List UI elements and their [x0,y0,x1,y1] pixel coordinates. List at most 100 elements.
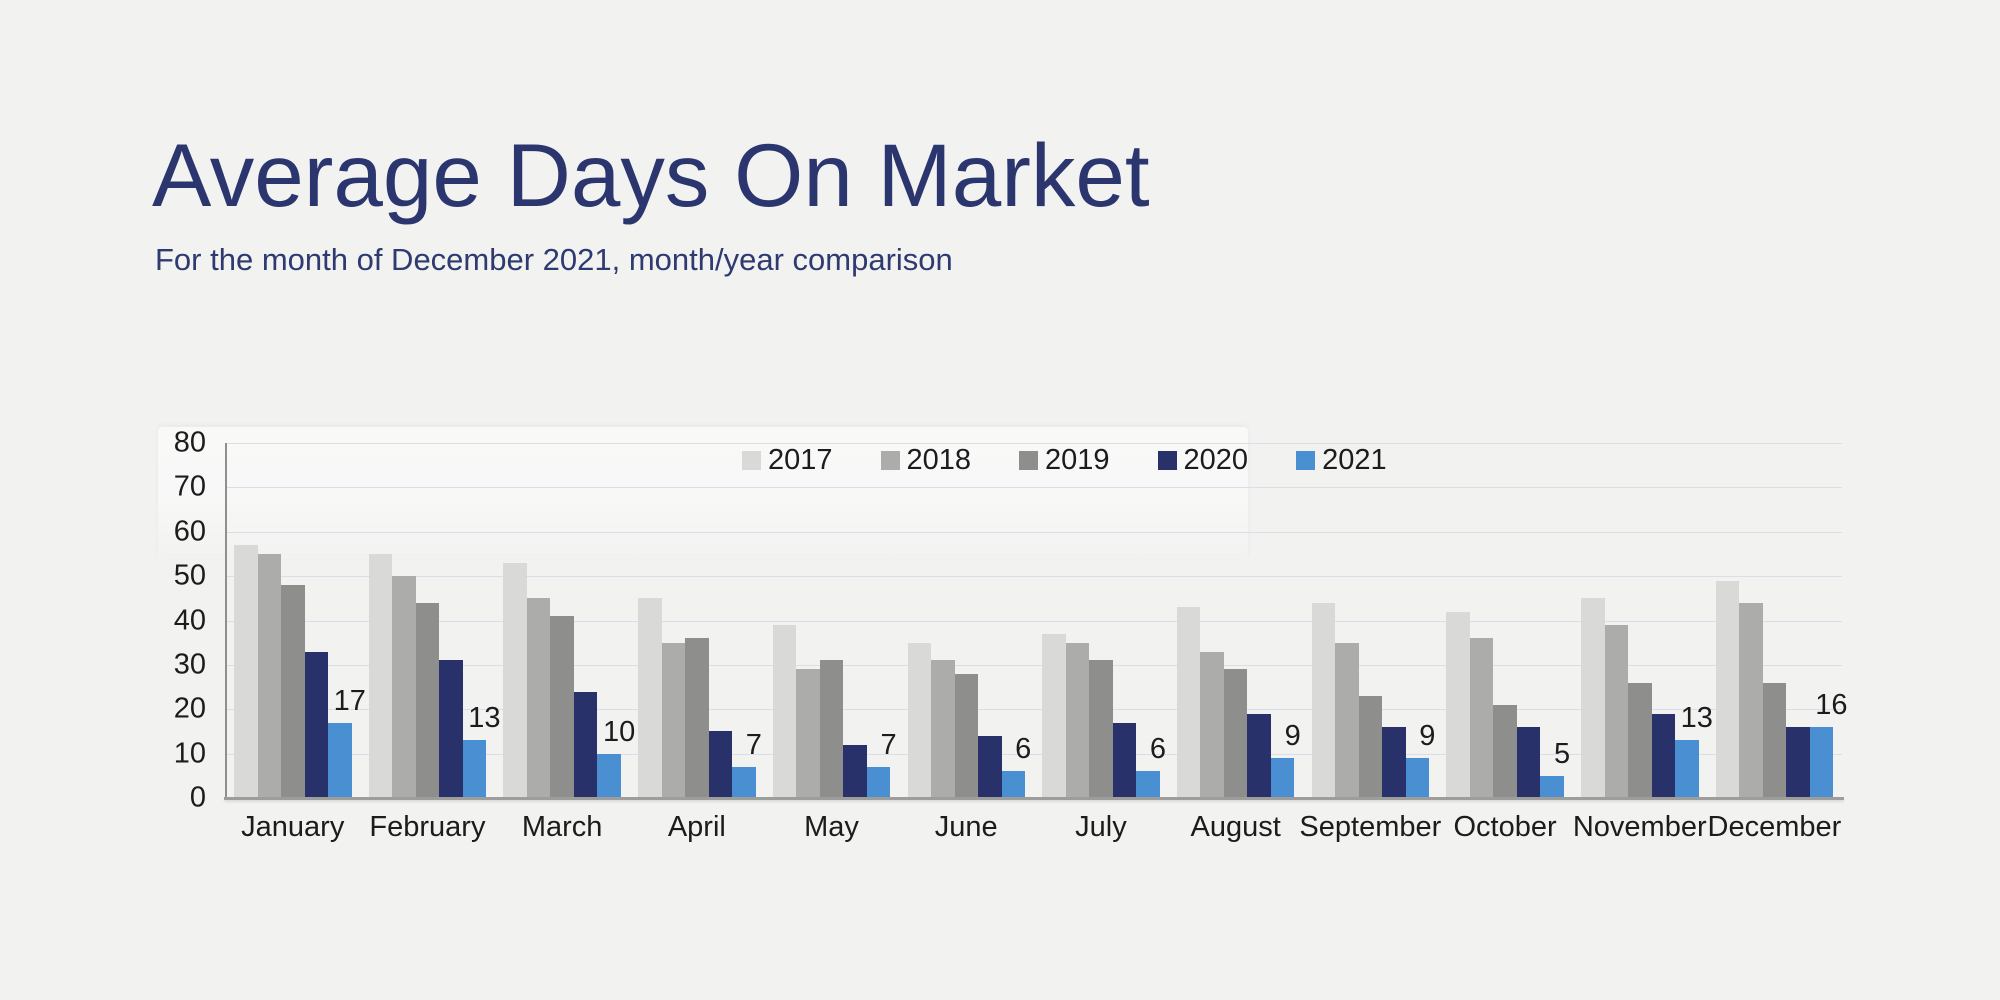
legend-swatch-2019 [1019,451,1039,470]
value-label-2021-august: 9 [1284,720,1301,753]
bar-2017-january [234,545,258,798]
bar-2017-august [1176,607,1201,798]
bar-2018-october [1469,638,1494,798]
gridline-10 [226,753,1842,755]
bar-2019-september [1358,695,1383,798]
y-axis-line [225,443,227,798]
gridline-70 [226,487,1842,489]
bar-2020-august [1247,713,1271,798]
legend: 2017 2018 2019 2020 2021 [742,446,1387,475]
month-label-january: January [241,811,345,843]
bar-2018-january [257,553,281,798]
page-subtitle: For the month of December 2021, month/ye… [155,242,953,277]
legend-item-2017: 2017 [742,446,833,475]
bar-2017-april [638,598,662,798]
bar-2018-may [796,669,820,798]
y-tick-label-50: 50 [173,559,206,592]
bar-2020-october [1516,727,1541,798]
legend-swatch-2018 [880,451,900,470]
y-tick-label-70: 70 [173,470,206,503]
bar-2020-december [1786,727,1810,798]
bar-2020-june [978,735,1002,798]
value-label-2021-july: 6 [1149,733,1166,766]
value-label-2021-september: 9 [1419,720,1436,753]
value-label-2021-november: 13 [1680,702,1713,735]
bar-2019-may [819,660,844,798]
legend-swatch-2020 [1157,451,1177,470]
bar-2021-march [597,753,621,798]
bar-2020-may [843,744,867,798]
bar-2020-march [573,691,598,798]
gridline-60 [226,531,1842,533]
bar-2021-december [1809,727,1834,798]
bar-2021-november [1675,740,1699,798]
bar-2021-february [462,740,487,798]
bar-2019-november [1628,682,1652,798]
month-label-march: March [521,811,603,843]
bar-2019-october [1493,704,1517,798]
month-label-april: April [667,811,726,843]
legend-label-2021: 2021 [1322,444,1387,476]
bar-2021-august [1270,758,1295,798]
month-label-october: October [1453,811,1557,843]
bar-2019-february [415,602,440,798]
bar-2019-july [1089,660,1113,798]
legend-item-2021: 2021 [1296,446,1387,475]
gridline-80 [226,443,1842,444]
bar-2020-september [1382,727,1406,798]
bar-2021-july [1136,771,1160,798]
bar-2017-july [1042,633,1066,798]
legend-item-2020: 2020 [1157,446,1248,475]
legend-label-2018: 2018 [906,444,972,476]
bar-2018-august [1200,651,1224,798]
bar-2019-march [550,616,574,798]
bar-2017-october [1446,611,1470,798]
bar-2018-april [661,642,686,798]
value-label-2021-january: 17 [333,684,366,717]
y-tick-label-0: 0 [189,781,206,814]
bar-2018-july [1065,642,1090,798]
plot-area [226,443,1842,798]
bar-2020-april [708,731,733,798]
gridline-30 [226,664,1842,666]
bar-2018-september [1335,642,1359,798]
legend-swatch-2017 [742,451,761,470]
month-label-december: December [1707,811,1842,843]
y-tick-label-30: 30 [173,648,206,681]
bar-2020-january [304,651,328,798]
y-tick-label-60: 60 [173,515,206,548]
bar-2021-october [1540,775,1564,798]
bar-2020-february [439,660,463,798]
bar-2017-may [772,624,797,798]
y-tick-label-80: 80 [173,426,206,459]
bar-2017-september [1311,602,1336,798]
bar-2021-january [328,722,352,798]
value-label-2021-december: 16 [1815,689,1848,721]
bar-2019-december [1762,682,1787,798]
legend-label-2019: 2019 [1045,444,1110,476]
value-label-2021-october: 5 [1553,737,1571,770]
legend-swatch-2021 [1296,451,1316,470]
bar-2020-july [1112,722,1137,798]
month-label-september: September [1299,811,1442,843]
bar-2017-november [1581,598,1605,798]
bar-2021-may [866,766,891,798]
value-label-2021-february: 13 [468,702,501,735]
bar-2021-april [732,766,756,798]
bar-2017-december [1715,580,1740,798]
page-title: Average Days On Market [152,125,1150,225]
bar-2019-april [685,638,709,798]
gridline-50 [226,576,1842,578]
month-label-june: June [934,811,998,843]
month-label-august: August [1190,811,1281,843]
value-label-2021-april: 7 [745,728,762,761]
month-label-may: May [804,811,859,843]
gridline-40 [226,620,1842,622]
bar-2019-august [1223,669,1248,798]
bar-2018-february [392,576,416,798]
value-label-2021-june: 6 [1015,733,1032,766]
value-label-2021-may: 7 [880,728,897,761]
bar-2021-september [1405,758,1430,798]
x-axis-line [224,797,1844,800]
y-tick-label-20: 20 [173,692,206,725]
